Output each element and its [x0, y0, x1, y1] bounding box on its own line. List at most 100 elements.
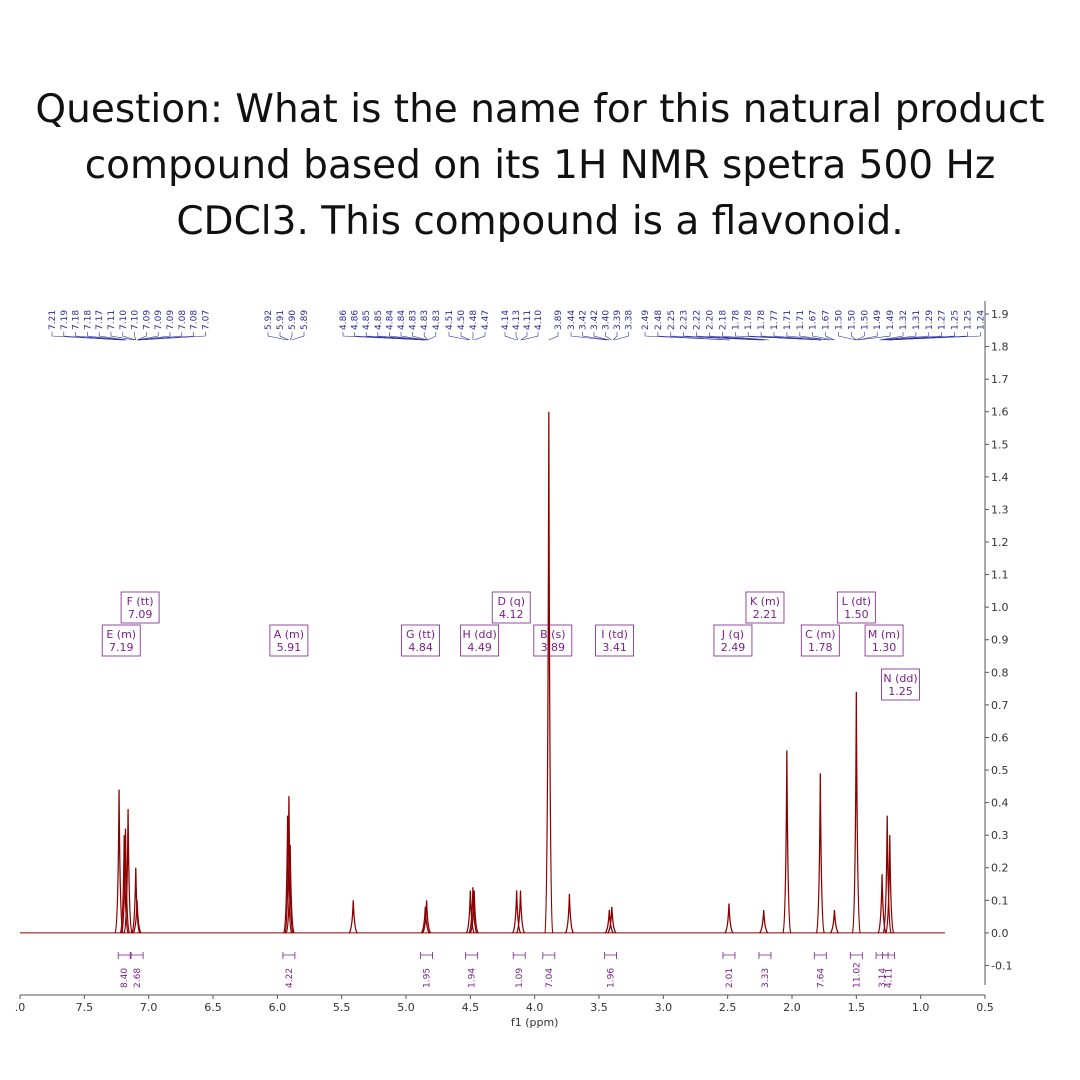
peak-label-leader: [851, 332, 857, 341]
peak-label-leader: [134, 332, 137, 341]
y-tick-label: 0.6: [991, 731, 1009, 744]
integral-bracket: [512, 952, 526, 959]
peak-label: 1.50: [847, 310, 857, 330]
multiplet-shift: 2.21: [753, 608, 778, 621]
peak-label: 1.78: [757, 310, 767, 330]
peak: [782, 750, 792, 934]
peak-label-leader: [136, 332, 147, 341]
peak-label-leader: [856, 332, 865, 341]
x-tick-label: 0.5: [976, 1001, 994, 1014]
peak-label: 1.71: [796, 310, 806, 330]
multiplet-label: L (dt): [842, 595, 872, 608]
y-tick-label: 1.9: [991, 308, 1009, 321]
multiplet-box: [533, 624, 573, 657]
peak: [815, 773, 825, 934]
peak-label: 7.07: [201, 310, 211, 330]
x-axis-label: f1 (ppm): [511, 1016, 559, 1029]
peak-label-leader: [377, 332, 426, 341]
x-tick-label: 7.5: [76, 1001, 94, 1014]
multiplet-shift: 3.89: [541, 641, 566, 654]
peak-label-leader: [838, 332, 857, 341]
peak-label: 7.10: [119, 310, 129, 330]
y-tick-label: 1.4: [991, 471, 1009, 484]
multiplet-label: I (td): [601, 628, 628, 641]
integral-label: 3.14: [878, 968, 888, 988]
peak-label: 3.39: [613, 310, 623, 330]
integral-bracket: [130, 952, 144, 959]
peak-label-leader: [98, 332, 127, 341]
peak-label: 1.67: [822, 310, 832, 330]
peak: [468, 887, 478, 934]
peak-label-leader: [412, 332, 428, 341]
peak-label-leader: [612, 332, 618, 341]
integral-label: 2.01: [725, 968, 735, 988]
peak-label-leader: [87, 332, 126, 341]
peak: [123, 809, 133, 934]
peak-label: 3.42: [579, 310, 589, 330]
peak: [512, 890, 522, 934]
multiplet-shift: 3.41: [602, 641, 627, 654]
peak-label-leader: [122, 332, 136, 341]
peak-label-leader: [365, 332, 426, 341]
x-tick-label: 2.5: [719, 1001, 737, 1014]
peak: [607, 906, 617, 934]
integral-bracket: [882, 952, 895, 959]
peak-label-leader: [139, 332, 206, 341]
integral-label: 4.22: [285, 968, 295, 988]
peak-label: 3.44: [567, 310, 577, 330]
y-tick-label: 0.5: [991, 764, 1009, 777]
peak-label: 4.83: [420, 310, 430, 330]
peak-label-leader: [799, 332, 830, 341]
peak-label: 7.21: [48, 310, 58, 330]
multiplet-box: [595, 624, 634, 657]
peak-label-leader: [448, 332, 470, 341]
peak-label: 7.08: [178, 310, 188, 330]
peak-label: 3.40: [602, 310, 612, 330]
multiplet-label: J (q): [721, 628, 744, 641]
peak-label: 1.25: [951, 310, 961, 330]
peak: [564, 893, 574, 934]
peak-label-leader: [670, 332, 760, 341]
peak-label: 2.49: [641, 310, 651, 330]
integral-label: 7.64: [816, 968, 826, 988]
peak: [285, 844, 295, 934]
peak-label-leader: [593, 332, 610, 341]
peak: [348, 900, 358, 934]
y-tick-label: 1.6: [991, 406, 1009, 419]
x-tick-label: 7.0: [140, 1001, 158, 1014]
peak-label-leader: [683, 332, 763, 341]
peak-label-leader: [75, 332, 126, 341]
peak-label-leader: [400, 332, 427, 341]
multiplet-label: E (m): [106, 628, 136, 641]
peak-label: 7.08: [190, 310, 200, 330]
x-tick-label: 3.0: [655, 1001, 673, 1014]
peak-label-leader: [137, 332, 159, 341]
peak: [544, 411, 554, 934]
peak-label-leader: [474, 332, 486, 341]
peak-label-leader: [427, 332, 437, 341]
y-tick-label: 1.3: [991, 503, 1009, 516]
peak-label: 1.24: [976, 310, 986, 330]
x-tick-label: 4.0: [526, 1001, 544, 1014]
peak-label-leader: [812, 332, 835, 341]
peak-label: 1.50: [835, 310, 845, 330]
integral-bracket: [758, 952, 772, 959]
peak-label-leader: [605, 332, 613, 341]
peak: [885, 835, 895, 934]
peak-label: 1.49: [886, 310, 896, 330]
multiplet-label: A (m): [274, 628, 304, 641]
peak: [851, 691, 861, 934]
x-tick-label: 6.0: [269, 1001, 287, 1014]
peak-label-leader: [515, 332, 519, 341]
multiplet-box: [713, 624, 753, 657]
multiplet-shift: 4.49: [467, 641, 492, 654]
peak-label: 7.19: [60, 310, 70, 330]
multiplet-box: [800, 624, 840, 657]
question: Question: What is the name for this natu…: [35, 87, 1045, 244]
x-tick-label: 2.0: [783, 1001, 801, 1014]
peak-label-leader: [137, 332, 171, 341]
peak-label: 4.50: [457, 310, 467, 330]
peak-label: 1.78: [744, 310, 754, 330]
peak-label: 7.11: [107, 310, 117, 330]
